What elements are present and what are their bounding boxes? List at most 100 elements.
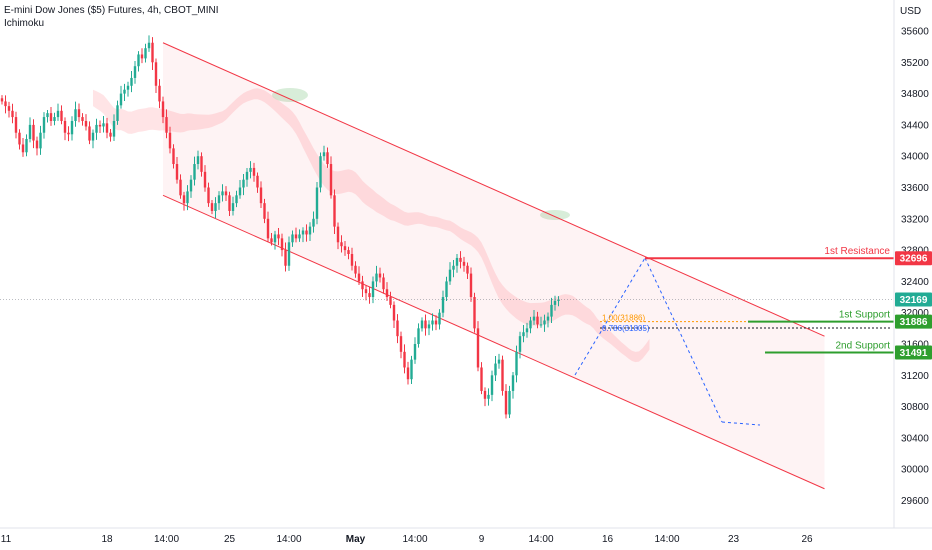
candle bbox=[333, 189, 336, 235]
candle bbox=[455, 254, 459, 273]
candle bbox=[109, 129, 112, 142]
candle bbox=[431, 313, 434, 331]
candle-body bbox=[445, 281, 448, 298]
candle bbox=[301, 227, 305, 243]
x-tick-label: 23 bbox=[728, 534, 740, 545]
candle bbox=[396, 314, 399, 344]
candle-body bbox=[557, 299, 560, 301]
candle-body bbox=[427, 324, 431, 329]
candle bbox=[473, 292, 476, 333]
candle-body bbox=[112, 120, 116, 137]
candle bbox=[140, 48, 144, 64]
candle-body bbox=[210, 203, 214, 211]
candle bbox=[294, 227, 298, 243]
candle-body bbox=[175, 164, 179, 180]
candle bbox=[319, 152, 322, 193]
candle bbox=[200, 152, 203, 177]
x-tick-label: 25 bbox=[224, 534, 236, 545]
candle bbox=[445, 276, 448, 302]
pattern-line-2 bbox=[721, 421, 761, 426]
candle-body bbox=[39, 132, 42, 149]
candle-body bbox=[480, 367, 483, 391]
candle bbox=[466, 262, 469, 279]
candle bbox=[315, 182, 319, 225]
candle-body bbox=[102, 123, 105, 127]
candle bbox=[119, 85, 123, 109]
candle-body bbox=[28, 124, 32, 139]
y-tick-label: 33200 bbox=[901, 214, 929, 225]
y-tick-label: 30800 bbox=[901, 402, 929, 413]
candle-body bbox=[70, 120, 74, 135]
y-tick-label: 32800 bbox=[901, 246, 929, 257]
ichimoku-cloud-green bbox=[540, 210, 570, 220]
candle bbox=[228, 191, 231, 217]
candle-body bbox=[466, 265, 469, 274]
candle bbox=[392, 301, 396, 329]
candle bbox=[382, 273, 385, 294]
candle bbox=[361, 275, 364, 297]
candle-body bbox=[42, 117, 46, 133]
level-tag-text: 31491 bbox=[900, 348, 928, 359]
candle bbox=[424, 314, 427, 336]
y-tick-label: 32400 bbox=[901, 277, 929, 288]
candle bbox=[14, 111, 18, 139]
candle bbox=[210, 200, 214, 215]
candle-body bbox=[259, 187, 263, 204]
pattern-line-1 bbox=[644, 257, 723, 423]
candle-body bbox=[326, 152, 329, 165]
x-tick-label: May bbox=[346, 534, 366, 545]
candle bbox=[0, 95, 4, 105]
level-tag: 31886 bbox=[895, 314, 932, 329]
fib-label: 1.00(31886) bbox=[602, 314, 645, 323]
candle bbox=[350, 247, 354, 271]
y-tick-label: 30400 bbox=[901, 433, 929, 444]
candle-body bbox=[424, 320, 427, 329]
candle bbox=[270, 232, 273, 246]
candle bbox=[123, 83, 126, 102]
candle bbox=[196, 150, 200, 170]
candle-body bbox=[410, 359, 413, 380]
candle bbox=[105, 117, 109, 139]
candle-body bbox=[399, 336, 403, 352]
level-label: 1st Support bbox=[839, 310, 890, 321]
candle bbox=[347, 246, 350, 260]
candle bbox=[312, 211, 315, 233]
candle bbox=[515, 345, 518, 383]
candle bbox=[469, 267, 473, 302]
candle bbox=[452, 260, 455, 278]
candle bbox=[88, 121, 91, 145]
candle bbox=[529, 316, 532, 334]
level-tag-bg bbox=[895, 251, 932, 266]
candle bbox=[371, 276, 375, 304]
ichimoku-cloud-area bbox=[93, 88, 650, 363]
candle bbox=[497, 353, 501, 369]
candle-body bbox=[109, 132, 112, 137]
candle-body bbox=[133, 66, 137, 78]
candle-body bbox=[504, 390, 508, 415]
candle bbox=[81, 113, 84, 126]
candle-body bbox=[294, 234, 298, 239]
candle bbox=[343, 241, 347, 256]
candle-body bbox=[186, 191, 189, 204]
candle bbox=[46, 109, 49, 123]
candle-body bbox=[228, 195, 231, 211]
x-tick-label: 14:00 bbox=[276, 534, 301, 545]
candle-body bbox=[81, 117, 84, 121]
level-tag: 31491 bbox=[895, 345, 932, 360]
candle-body bbox=[273, 234, 277, 243]
candle-body bbox=[214, 203, 217, 211]
candle-body bbox=[154, 62, 158, 86]
candle bbox=[42, 112, 46, 139]
candle-body bbox=[473, 297, 476, 329]
candle bbox=[354, 261, 357, 278]
candle bbox=[25, 134, 28, 157]
candle bbox=[179, 174, 182, 199]
candle-body bbox=[280, 238, 284, 251]
level-tag-bg bbox=[895, 345, 932, 360]
candle-body bbox=[511, 375, 515, 391]
y-tick-label: 31600 bbox=[901, 340, 929, 351]
candle-body bbox=[406, 367, 410, 380]
candle bbox=[203, 165, 207, 192]
candle-body bbox=[403, 351, 406, 368]
